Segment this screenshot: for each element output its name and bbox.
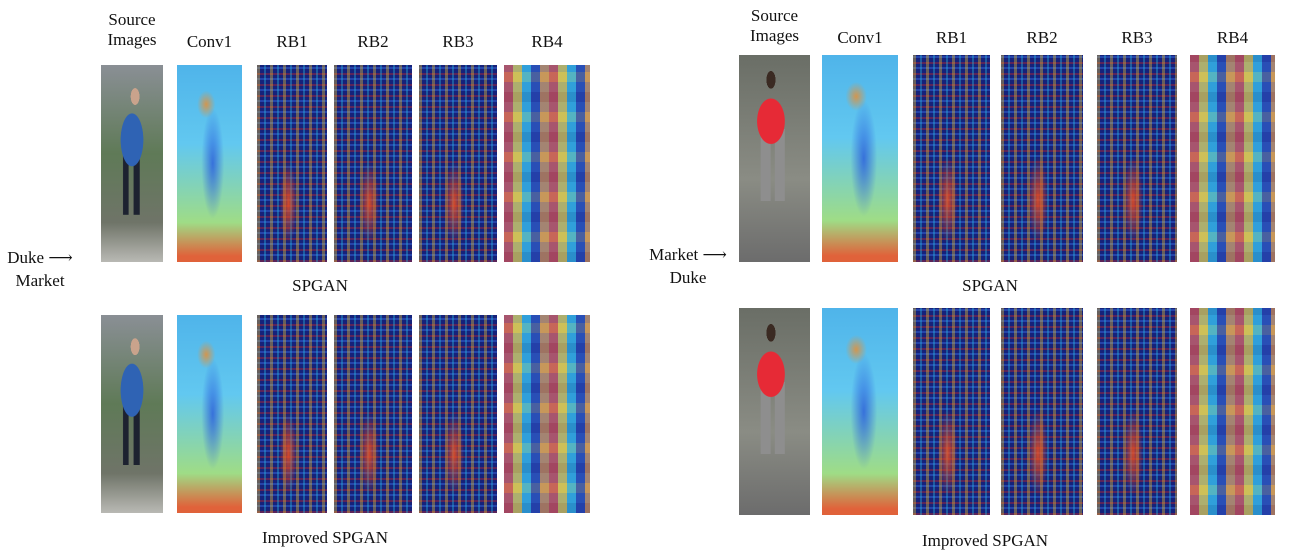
feature-map bbox=[177, 315, 242, 513]
column-header: RB3 bbox=[414, 32, 502, 52]
column-header: Source Images bbox=[734, 6, 815, 46]
feature-map bbox=[257, 65, 327, 262]
row-caption: SPGAN bbox=[962, 276, 1018, 296]
domain-label: Market ⟶ bbox=[649, 245, 727, 265]
column-header: RB3 bbox=[1092, 28, 1182, 48]
feature-map bbox=[504, 65, 590, 262]
feature-map bbox=[822, 308, 898, 515]
column-header: Conv1 bbox=[172, 32, 247, 52]
figure: (() => { const data = JSON.parse(documen… bbox=[0, 0, 1289, 553]
row-caption: Improved SPGAN bbox=[262, 528, 388, 548]
feature-map bbox=[177, 65, 242, 262]
domain-label: Duke ⟶ bbox=[7, 248, 72, 268]
column-header: RB1 bbox=[908, 28, 995, 48]
domain-label: Market bbox=[15, 271, 64, 291]
domain-label: Duke bbox=[670, 268, 707, 288]
feature-map bbox=[334, 315, 412, 513]
feature-map bbox=[419, 315, 497, 513]
source-image bbox=[739, 308, 810, 515]
column-header: Conv1 bbox=[817, 28, 903, 48]
feature-map bbox=[1190, 308, 1275, 515]
feature-map bbox=[822, 55, 898, 262]
source-image bbox=[101, 315, 163, 513]
feature-map bbox=[334, 65, 412, 262]
row-caption: Improved SPGAN bbox=[922, 531, 1048, 551]
row-caption: SPGAN bbox=[292, 276, 348, 296]
feature-map bbox=[1190, 55, 1275, 262]
source-image bbox=[101, 65, 163, 262]
feature-map bbox=[913, 308, 990, 515]
source-image bbox=[739, 55, 810, 262]
feature-map bbox=[1001, 308, 1083, 515]
column-header: Source Images bbox=[96, 10, 168, 50]
column-header: RB4 bbox=[499, 32, 595, 52]
feature-map bbox=[257, 315, 327, 513]
column-header: RB2 bbox=[329, 32, 417, 52]
feature-map bbox=[913, 55, 990, 262]
feature-map bbox=[504, 315, 590, 513]
column-header: RB4 bbox=[1185, 28, 1280, 48]
feature-map bbox=[1097, 55, 1177, 262]
feature-map bbox=[1001, 55, 1083, 262]
feature-map bbox=[1097, 308, 1177, 515]
column-header: RB2 bbox=[996, 28, 1088, 48]
feature-map bbox=[419, 65, 497, 262]
column-header: RB1 bbox=[252, 32, 332, 52]
